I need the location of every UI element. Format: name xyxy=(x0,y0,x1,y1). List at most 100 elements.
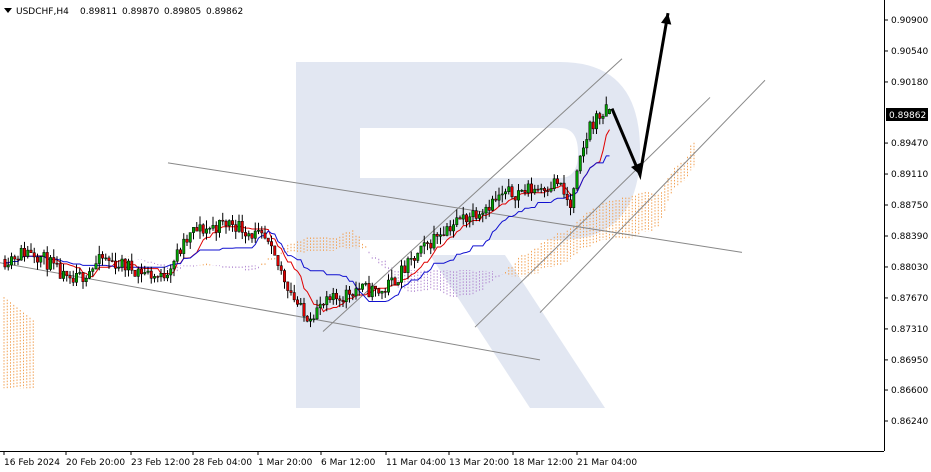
price-tick-label: 0.89470 xyxy=(891,139,928,149)
candle-body xyxy=(364,283,368,285)
candle-body xyxy=(224,220,228,227)
candle-body xyxy=(500,193,504,196)
candle xyxy=(94,255,98,270)
price-tick-label: 0.86600 xyxy=(891,386,928,396)
candle-body xyxy=(237,220,241,232)
trendline[interactable] xyxy=(539,79,766,313)
candle-body xyxy=(422,242,426,247)
candle-body xyxy=(107,257,111,261)
candle xyxy=(406,256,410,280)
candle-body xyxy=(10,256,13,266)
candle xyxy=(517,184,520,208)
candle-body xyxy=(55,262,59,265)
candle-body xyxy=(429,242,433,249)
time-tick-label: 21 Mar 04:00 xyxy=(577,458,637,468)
candle-body xyxy=(185,238,189,243)
candle-body xyxy=(162,273,166,279)
time-tick-label: 16 Feb 2024 xyxy=(4,458,60,468)
candle xyxy=(448,220,452,236)
price-tick-label: 0.89110 xyxy=(891,170,928,180)
candle xyxy=(468,212,472,228)
candle-body xyxy=(305,315,309,322)
candle xyxy=(3,255,7,270)
candle-body xyxy=(231,220,234,225)
candle-body xyxy=(257,230,260,232)
candle xyxy=(461,206,465,225)
candle xyxy=(65,270,69,282)
candle-body xyxy=(601,116,605,119)
candle xyxy=(419,245,423,258)
candle xyxy=(55,256,59,268)
candle xyxy=(292,284,296,303)
candle xyxy=(452,219,455,238)
current-price-text: 0.89862 xyxy=(889,111,926,121)
candle-body xyxy=(36,256,39,263)
candle xyxy=(195,222,199,232)
candle-body xyxy=(543,188,546,191)
candle-body xyxy=(16,258,20,261)
price-tick-label: 0.90900 xyxy=(891,16,928,26)
candle-body xyxy=(23,247,26,257)
candle-body xyxy=(409,258,413,260)
candle-body xyxy=(172,260,176,270)
candle xyxy=(289,282,293,296)
trendline[interactable] xyxy=(474,97,711,328)
candle xyxy=(110,252,114,263)
candle-body xyxy=(68,275,72,279)
candle xyxy=(136,266,140,284)
candle-body xyxy=(536,188,540,191)
candle-body xyxy=(302,303,306,317)
candle-body xyxy=(133,269,137,277)
candle-body xyxy=(325,296,329,306)
candle xyxy=(351,293,355,301)
candle xyxy=(237,214,241,233)
high-value: 0.89870 xyxy=(122,7,159,17)
candle-body xyxy=(78,272,82,274)
candle xyxy=(62,263,65,282)
time-tick-label: 1 Mar 20:00 xyxy=(258,458,313,468)
candle-body xyxy=(62,270,65,279)
candle-body xyxy=(591,121,595,130)
candle xyxy=(504,188,507,200)
candle xyxy=(218,219,221,238)
candle xyxy=(166,270,169,282)
candle xyxy=(283,268,286,289)
trendline[interactable] xyxy=(167,162,743,253)
candle-body xyxy=(136,268,140,277)
candle xyxy=(549,181,553,193)
candle xyxy=(510,184,514,199)
candle-body xyxy=(357,288,361,290)
candle-body xyxy=(439,234,442,237)
candle-body xyxy=(341,300,345,302)
time-tick-label: 13 Mar 20:00 xyxy=(449,458,509,468)
candle xyxy=(513,196,517,209)
candle xyxy=(182,233,186,259)
candle xyxy=(214,221,218,241)
candle xyxy=(536,184,540,193)
price-tick-label: 0.88390 xyxy=(891,232,928,242)
candle xyxy=(296,296,299,307)
candle xyxy=(19,244,23,261)
candle-body xyxy=(159,273,163,278)
candle xyxy=(458,215,462,220)
candle xyxy=(354,281,358,300)
candle-body xyxy=(559,182,563,185)
candle xyxy=(39,255,43,268)
candle xyxy=(585,132,589,155)
candle xyxy=(445,222,449,237)
candle-body xyxy=(510,186,514,197)
tenkan-sen-line xyxy=(4,129,610,313)
candle-body xyxy=(520,190,524,192)
candle xyxy=(578,155,582,174)
candle-body xyxy=(156,276,160,278)
candle-body xyxy=(335,293,338,300)
candle-body xyxy=(552,178,556,189)
candle-body xyxy=(75,273,78,283)
candle xyxy=(318,296,322,315)
candle xyxy=(244,226,247,244)
close-value: 0.89862 xyxy=(206,7,243,17)
candle-body xyxy=(143,272,147,275)
candle-body xyxy=(380,291,384,294)
dropdown-triangle-icon[interactable] xyxy=(4,8,12,13)
